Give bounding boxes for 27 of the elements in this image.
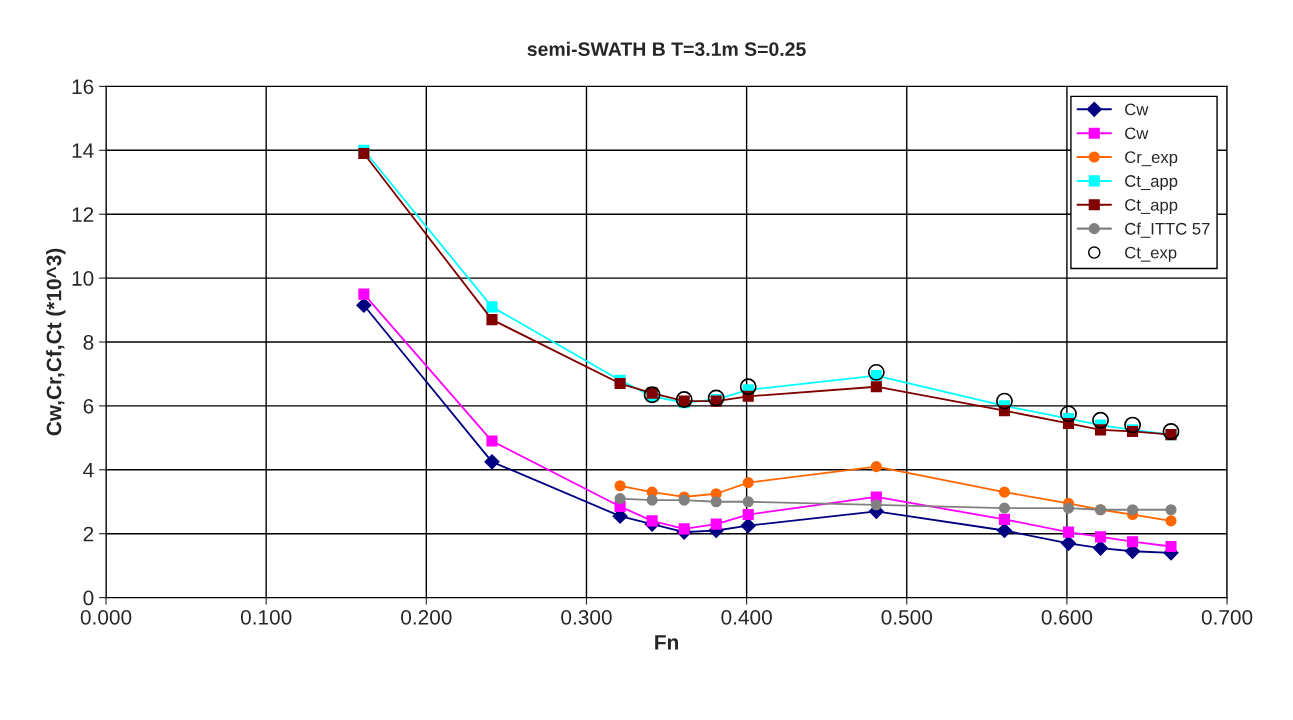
y-tick-label: 2 — [83, 526, 94, 542]
x-tick-label: 0.000 — [80, 609, 132, 625]
x-tick-label: 0.700 — [1201, 609, 1253, 625]
y-axis-title: Cw,Cr,Cf,Ct (*10^3) — [46, 248, 66, 436]
y-tick-label: 14 — [72, 143, 94, 158]
legend-label: Cr_exp — [1125, 151, 1178, 167]
y-tick-label: 8 — [83, 335, 94, 350]
legend-label: Cw — [1125, 127, 1149, 140]
x-tick-label: 0.500 — [881, 609, 933, 625]
chart-title: semi-SWATH B T=3.1m S=0.25 — [527, 41, 806, 57]
x-tick-label: 0.400 — [721, 609, 772, 625]
y-tick-label: 10 — [72, 271, 94, 286]
y-tick-label: 4 — [83, 463, 94, 478]
legend-label: Cw — [1125, 103, 1149, 116]
x-tick-label: 0.300 — [561, 609, 612, 625]
legend-label: Ct_app — [1125, 175, 1178, 191]
x-tick-label: 0.200 — [401, 609, 452, 625]
y-tick-label: 16 — [72, 79, 94, 95]
y-tick-label: 6 — [83, 398, 94, 414]
legend-label: Ct_exp — [1125, 246, 1177, 262]
legend-label: Cf_ITTC 57 — [1125, 222, 1210, 238]
x-tick-label: 0.600 — [1041, 609, 1093, 625]
legend-label: Ct_app — [1125, 198, 1178, 215]
x-tick-label: 0.100 — [240, 609, 292, 625]
y-tick-label: 12 — [72, 207, 94, 222]
x-axis-title: Fn — [655, 635, 678, 650]
y-tick-label: 0 — [83, 590, 94, 606]
